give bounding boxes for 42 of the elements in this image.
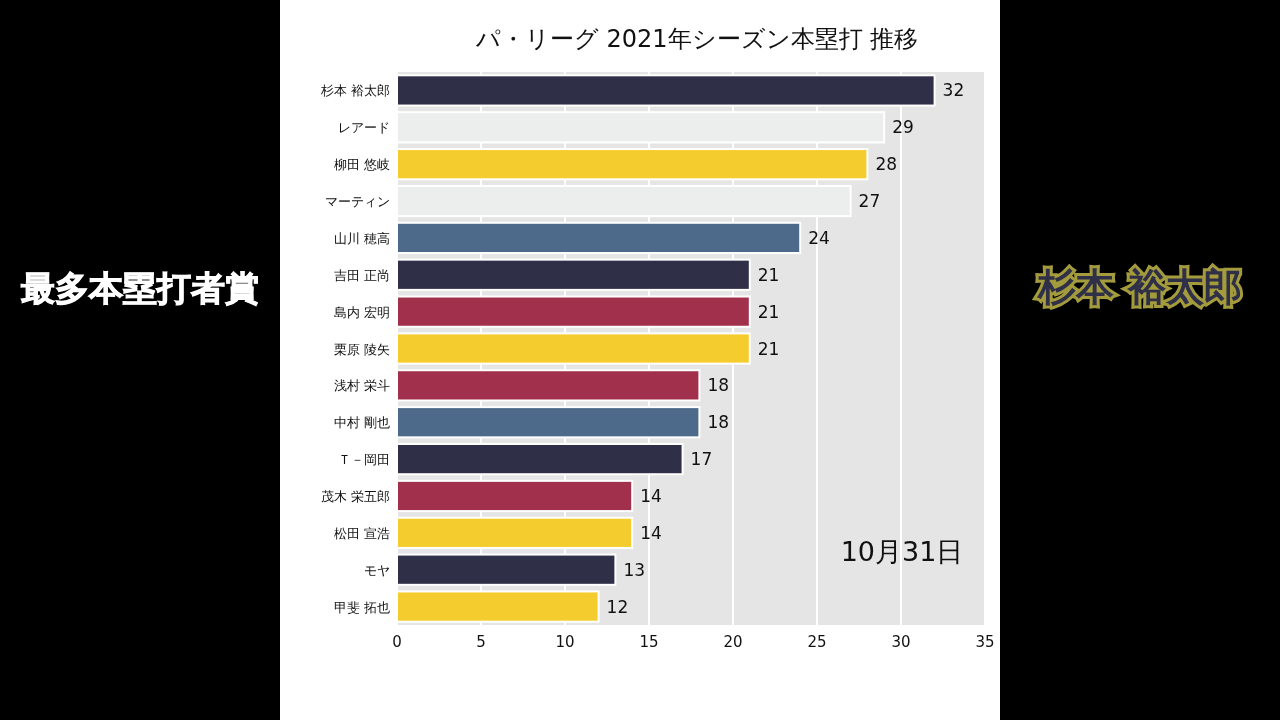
data-label: 18 [707,375,730,396]
y-tick-label: レアード [338,120,390,136]
x-tick-label: 20 [723,633,743,651]
data-label: 12 [606,596,629,617]
data-label: 29 [892,117,914,138]
data-label: 21 [757,338,780,359]
text: 最多本塁打者賞 [21,268,259,308]
annotation: 10月31日 [840,535,964,567]
y-tick-label: 柳田 悠岐 [333,157,390,173]
x-tick-label: 5 [476,633,486,651]
y-tick-label: 甲斐 拓也 [333,599,390,615]
x-tick-label: 25 [807,633,827,651]
data-label: 17 [690,449,713,470]
data-label: 18 [707,412,730,433]
x-tick-label: 15 [639,633,659,651]
y-tick-label: モヤ [364,562,390,578]
data-label: 14 [640,485,662,506]
y-tick-label: 松田 宣浩 [333,525,390,541]
x-tick-label: 0 [392,633,402,651]
y-tick-label: 浅村 栄斗 [333,378,390,394]
data-label: 21 [757,301,780,322]
data-label: 32 [942,80,965,101]
y-tick-label: 山川 穂高 [333,230,390,246]
y-tick-label: 杉本 裕太郎 [319,83,390,99]
x-tick-label: 10 [555,633,575,651]
text: 杉本 裕太郎 [1036,265,1242,309]
x-tick-label: 30 [891,633,911,651]
x-tick-label: 35 [975,633,995,651]
data-label: 13 [623,559,646,580]
y-tick-label: 栗原 陵矢 [333,341,390,357]
chart-title: パ・リーグ 2021年シーズン本塁打 推移 [474,25,919,53]
y-tick-label: マーティン [325,194,390,210]
data-label: 14 [640,522,662,543]
y-tick-label: 吉田 正尚 [333,267,390,283]
data-label: 27 [858,191,881,212]
y-tick-label: 島内 宏明 [333,304,390,320]
data-label: 21 [757,264,780,285]
y-tick-label: Ｔ－岡田 [338,452,390,468]
data-label: 28 [875,154,898,175]
y-tick-label: 茂木 栄五郎 [320,488,390,504]
y-tick-label: 中村 剛也 [333,415,390,431]
data-label: 24 [808,227,830,248]
